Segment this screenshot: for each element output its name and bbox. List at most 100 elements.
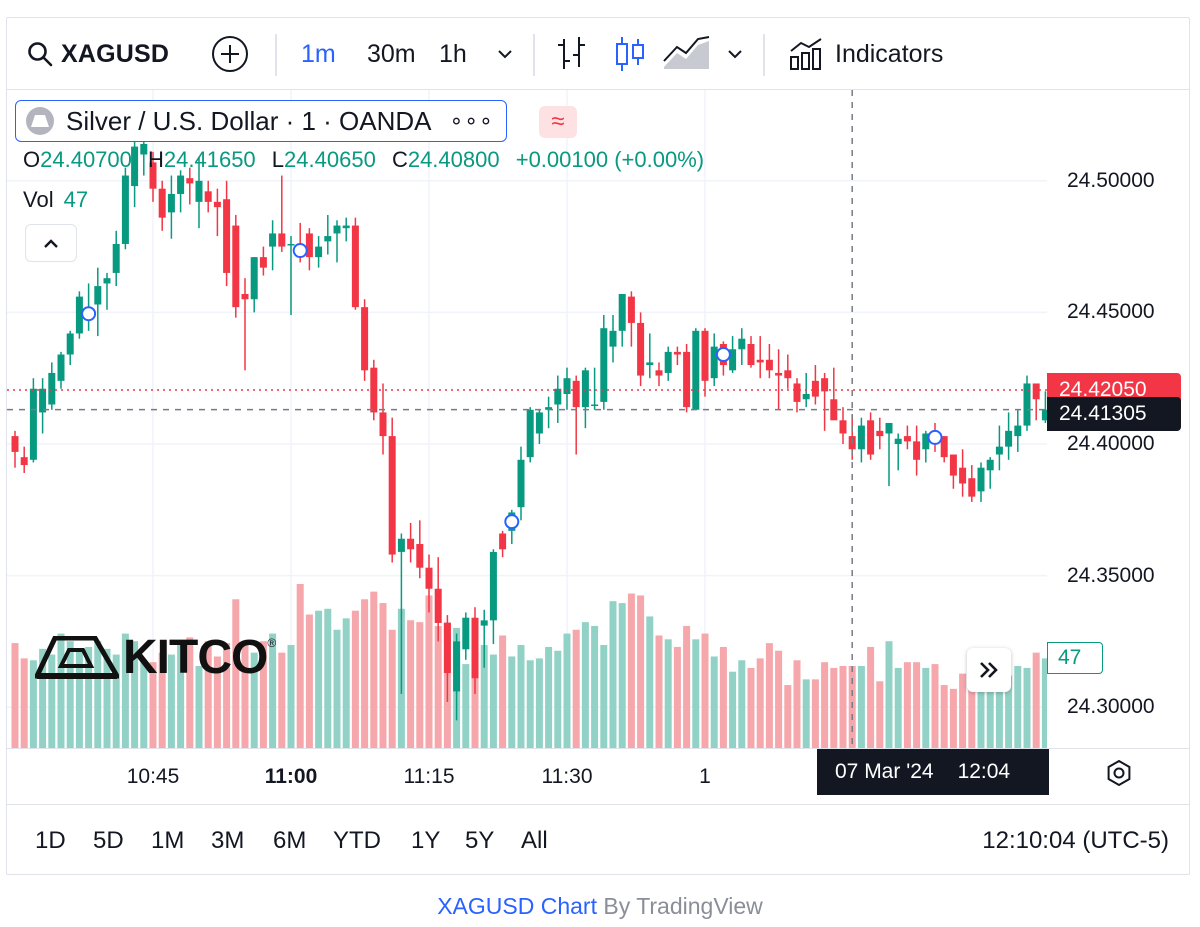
candle-body bbox=[922, 433, 930, 450]
volume-bar bbox=[480, 645, 488, 748]
compare-symbol-button[interactable] bbox=[211, 18, 249, 90]
candle-body bbox=[250, 257, 258, 300]
candle-body bbox=[75, 296, 83, 334]
interval-1m-tab[interactable]: 1m bbox=[301, 39, 336, 68]
plus-circle-icon bbox=[212, 36, 248, 72]
candle-body bbox=[756, 359, 764, 363]
candle-body bbox=[269, 233, 277, 247]
candle-body bbox=[167, 193, 175, 213]
candle-body bbox=[489, 551, 497, 621]
more-options-icon[interactable]: ∘∘∘ bbox=[449, 108, 494, 133]
bars-style-button[interactable] bbox=[555, 18, 589, 90]
candles-style-button[interactable] bbox=[613, 18, 647, 90]
volume-bar bbox=[462, 664, 470, 748]
volume-bar bbox=[140, 660, 148, 748]
range-5d[interactable]: 5D bbox=[93, 827, 124, 854]
volume-bar bbox=[545, 646, 553, 748]
volume-bar bbox=[673, 646, 681, 748]
range-5y[interactable]: 5Y bbox=[465, 827, 495, 854]
chart-pane[interactable]: KITCO ® Silver / U.S. Dollar · 1 · OANDA… bbox=[7, 90, 1047, 748]
candle-body bbox=[710, 346, 718, 379]
symbol-name: XAGUSD bbox=[61, 39, 170, 68]
range-6m[interactable]: 6M bbox=[273, 827, 307, 854]
high-label: H bbox=[148, 147, 164, 172]
volume-bar bbox=[278, 652, 286, 748]
event-marker bbox=[715, 347, 731, 363]
collapse-legend-button[interactable] bbox=[25, 224, 77, 262]
range-1m[interactable]: 1M bbox=[151, 827, 185, 854]
volume-bar bbox=[149, 662, 157, 748]
chart-settings-button[interactable] bbox=[1105, 759, 1133, 792]
candle-body bbox=[637, 322, 645, 376]
volume-bar bbox=[637, 595, 645, 748]
candle-body bbox=[121, 175, 129, 244]
chevron-up-icon bbox=[44, 239, 58, 248]
open-label: O bbox=[23, 147, 41, 172]
volume-bar bbox=[39, 648, 47, 748]
timezone-clock[interactable]: 12:10:04 (UTC-5) bbox=[982, 827, 1169, 854]
range-all[interactable]: All bbox=[521, 827, 548, 854]
volume-bar bbox=[995, 660, 1003, 748]
volume-badge: 47 bbox=[1047, 642, 1103, 675]
volume-bar bbox=[379, 603, 387, 748]
candle-body bbox=[397, 538, 405, 552]
volume-bar bbox=[563, 633, 571, 748]
candle-body bbox=[627, 296, 635, 323]
chart-style-dropdown-button[interactable] bbox=[725, 18, 745, 90]
candle-body bbox=[885, 422, 893, 434]
area-style-button[interactable] bbox=[661, 18, 711, 90]
candle-body bbox=[259, 257, 267, 268]
chevron-down-icon bbox=[498, 50, 512, 59]
candle-body bbox=[177, 175, 185, 194]
volume-bar bbox=[315, 610, 323, 748]
volume-bar bbox=[535, 658, 543, 748]
volume-bar bbox=[223, 643, 231, 748]
symbol-legend-title[interactable]: Silver / U.S. Dollar · 1 · OANDA ∘∘∘ bbox=[15, 100, 507, 142]
volume-bar bbox=[710, 656, 718, 748]
interval-1h-tab[interactable]: 1h bbox=[439, 39, 467, 68]
volume-bar bbox=[232, 599, 240, 748]
comparison-toggle-icon[interactable]: ≈ bbox=[539, 106, 577, 138]
range-1d[interactable]: 1D bbox=[35, 827, 66, 854]
candle-body bbox=[20, 457, 28, 466]
candle-body bbox=[793, 383, 801, 402]
volume-bar bbox=[922, 667, 930, 748]
price-chart[interactable] bbox=[7, 90, 1047, 748]
volume-bar bbox=[664, 639, 672, 748]
symbol-search-button[interactable]: XAGUSD bbox=[27, 18, 169, 90]
time-scale[interactable]: 1 11:30 11:15 11:00 10:45 07 Mar '24 12:04 bbox=[7, 748, 1189, 804]
indicators-button[interactable]: Indicators bbox=[789, 18, 943, 90]
volume-bar bbox=[913, 662, 921, 748]
volume-bar bbox=[103, 648, 111, 748]
candle-body bbox=[765, 359, 773, 371]
chevron-down-icon bbox=[728, 50, 742, 59]
attribution: XAGUSD Chart By TradingView bbox=[0, 893, 1200, 920]
chart-link[interactable]: XAGUSD Chart bbox=[437, 893, 597, 919]
candle-body bbox=[591, 404, 599, 407]
volume-bar bbox=[121, 633, 129, 748]
volume-bar bbox=[830, 667, 838, 748]
interval-dropdown-button[interactable] bbox=[495, 18, 515, 90]
candle-body bbox=[324, 236, 332, 242]
candle-body bbox=[158, 188, 166, 218]
candle-body bbox=[738, 338, 746, 350]
volume-bar bbox=[627, 593, 635, 748]
scroll-to-realtime-button[interactable] bbox=[967, 648, 1011, 692]
range-ytd[interactable]: YTD bbox=[333, 827, 381, 854]
candles-chart-icon bbox=[616, 37, 644, 71]
candle-body bbox=[499, 533, 507, 550]
candle-body bbox=[333, 225, 341, 234]
price-scale[interactable]: 24.30000 24.35000 24.40000 24.45000 24.50000 bbox=[1047, 90, 1189, 748]
volume-bar bbox=[968, 681, 976, 748]
volume-bar bbox=[949, 688, 957, 748]
range-3m[interactable]: 3M bbox=[211, 827, 245, 854]
volume-bar bbox=[765, 643, 773, 748]
event-marker bbox=[504, 514, 520, 530]
volume-bar bbox=[305, 614, 313, 748]
volume-legend: Vol 47 bbox=[23, 187, 88, 213]
indicators-label: Indicators bbox=[835, 39, 944, 68]
interval-30m-tab[interactable]: 30m bbox=[367, 39, 416, 68]
range-1y[interactable]: 1Y bbox=[411, 827, 441, 854]
volume-bar bbox=[802, 679, 810, 748]
volume-bar bbox=[158, 652, 166, 748]
